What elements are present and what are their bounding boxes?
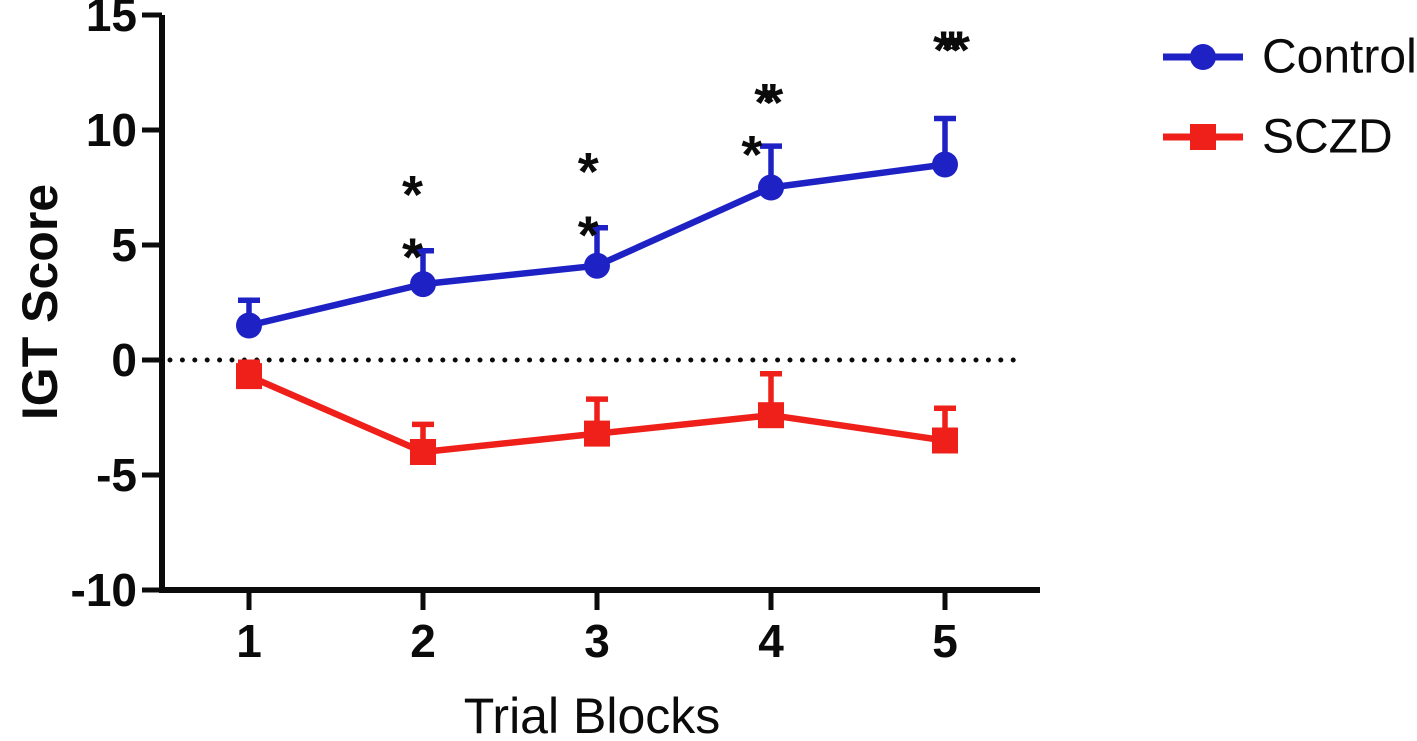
significance-marker-3: *	[578, 142, 599, 202]
significance-marker-1: *	[402, 165, 423, 225]
y-tick-label: 15	[86, 0, 137, 41]
legend-item-control: Control	[1163, 31, 1417, 84]
legend: Control SCZD	[1163, 31, 1417, 164]
x-tick-label: 4	[758, 615, 784, 667]
y-tick-label: -10	[71, 564, 137, 616]
axes-frame	[159, 15, 1040, 593]
y-tick-label: 5	[111, 219, 137, 271]
control-data-point-3	[584, 252, 610, 279]
x-tick-label: 2	[410, 615, 436, 667]
x-axis-title: Trial Blocks	[464, 688, 721, 741]
significance-marker-2: *	[402, 227, 423, 287]
sczd-data-point-4	[758, 402, 784, 429]
sczd-data-point-5	[932, 427, 958, 454]
x-tick-label: 5	[932, 615, 958, 667]
control-data-point-2	[410, 271, 436, 298]
y-tick-label: -5	[96, 449, 137, 501]
sczd-data-point-1	[236, 363, 262, 390]
y-tick-label: 10	[86, 104, 137, 156]
significance-marker-4: *	[578, 205, 599, 265]
significance-marker-7: ***	[933, 20, 970, 80]
control-data-point-1	[236, 312, 262, 339]
y-axis-title: IGT Score	[12, 184, 68, 420]
significance-marker-6: *	[741, 125, 762, 185]
x-tick-label: 1	[236, 615, 262, 667]
legend-label-sczd: SCZD	[1262, 111, 1393, 164]
control-data-point-4	[758, 174, 784, 201]
legend-label-control: Control	[1262, 31, 1417, 84]
legend-item-sczd: SCZD	[1163, 111, 1393, 164]
sczd-series	[236, 359, 958, 465]
sczd-data-point-3	[584, 420, 610, 447]
legend-circle-marker-control	[1190, 44, 1216, 70]
sczd-data-point-2	[410, 439, 436, 465]
legend-square-marker-sczd	[1190, 124, 1216, 150]
x-tick-label: 3	[584, 615, 610, 667]
control-series	[236, 115, 958, 339]
y-tick-label: 0	[111, 334, 137, 386]
control-data-point-5	[932, 151, 958, 178]
